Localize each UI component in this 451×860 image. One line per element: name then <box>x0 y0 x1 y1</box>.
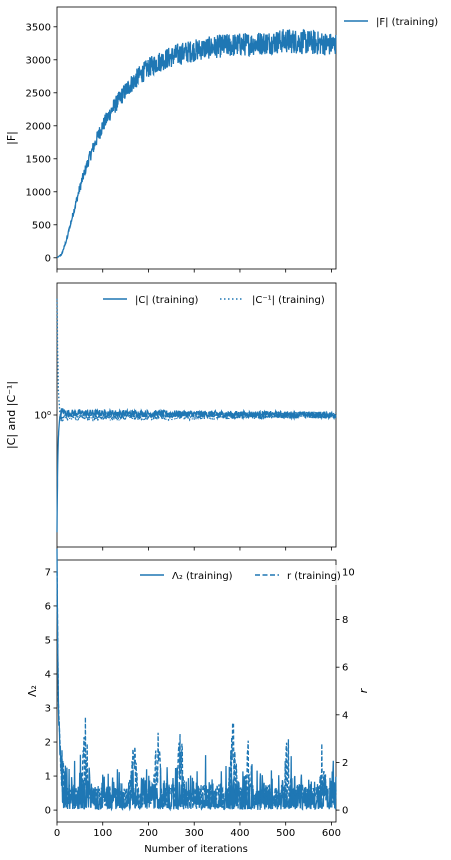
series-force <box>56 28 337 259</box>
y-tick-label: 2500 <box>26 88 51 99</box>
y-axis-label-3: Λ₂ <box>26 685 39 697</box>
x-axis-label: Number of iterations <box>144 844 248 855</box>
y-tick-label: 2000 <box>26 121 51 132</box>
y-tick-label: 2 <box>45 738 51 749</box>
panel-lambda-r: 0 1 2 3 4 5 6 7 0 2 4 6 8 10 0 100 200 300 400 500 600 Λ₂ … <box>26 548 370 855</box>
line-force-training <box>56 28 337 259</box>
y-tick-label: 1500 <box>26 154 51 165</box>
y-tick-label: 10⁰ <box>34 411 51 422</box>
y2-tick-label: 10 <box>342 567 355 578</box>
legend-3: Λ₂ (training) r (training) <box>138 565 342 585</box>
y-tick-label: 3000 <box>26 55 51 66</box>
y2-tick-label: 4 <box>342 710 348 721</box>
legend-label-lambda: Λ₂ (training) <box>172 571 233 582</box>
y-tick-label: 5 <box>45 635 51 646</box>
line-c-inverse-training <box>56 298 337 424</box>
panel-c-magnitude: 10⁰ |C| and |C⁻¹| |C| (training) |C⁻¹| (… <box>5 282 337 551</box>
legend-label-r: r (training) <box>287 571 341 582</box>
panel-force-magnitude: 0 500 1000 1500 2000 2500 3000 3500 |F| |F| (tr… <box>5 6 438 273</box>
legend-background-3 <box>138 565 342 585</box>
y-tick-label: 7 <box>45 567 51 578</box>
x-tick-label: 0 <box>54 828 60 839</box>
y-tick-label: 1000 <box>26 187 51 198</box>
x-tick-label: 300 <box>185 828 204 839</box>
line-r-training <box>56 571 337 810</box>
x-ticks-1 <box>56 269 332 273</box>
y-tick-label: 0 <box>45 806 51 817</box>
y-tick-label: 500 <box>32 220 51 231</box>
y-tick-label: 3 <box>45 704 51 715</box>
y-ticks-2: 10⁰ <box>34 411 57 422</box>
y2-tick-label: 2 <box>342 758 348 769</box>
legend-2: |C| (training) |C⁻¹| (training) <box>103 295 325 306</box>
y-tick-label: 4 <box>45 669 51 680</box>
y-axis-label-1: |F| <box>5 131 18 145</box>
legend-label-c: |C| (training) <box>135 295 199 306</box>
y-tick-label: 1 <box>45 772 51 783</box>
y-ticks-3: 0 1 2 3 4 5 6 7 <box>45 567 57 817</box>
x-tick-label: 600 <box>322 828 341 839</box>
y-tick-label: 3500 <box>26 22 51 33</box>
y-ticks-1: 0 500 1000 1500 2000 2500 3000 3500 <box>26 22 57 264</box>
legend-label-c-inverse: |C⁻¹| (training) <box>252 295 325 306</box>
y-tick-label: 6 <box>45 601 51 612</box>
y2-tick-label: 6 <box>342 663 348 674</box>
x-ticks-2 <box>56 547 332 551</box>
series-c <box>56 298 337 533</box>
x-tick-label: 100 <box>93 828 112 839</box>
legend-1: |F| (training) <box>344 17 438 28</box>
y-axis-label-2: |C| and |C⁻¹| <box>5 381 18 449</box>
y2-axis-label-3: r <box>357 687 370 693</box>
y2-tick-label: 8 <box>342 615 348 626</box>
x-tick-label: 200 <box>139 828 158 839</box>
series-lambda-r <box>56 548 337 812</box>
x-tick-label: 400 <box>230 828 249 839</box>
x-tick-label: 500 <box>276 828 295 839</box>
y2-tick-label: 0 <box>342 806 348 817</box>
x-ticks-3: 0 100 200 300 400 500 600 <box>54 822 341 839</box>
legend-label-force: |F| (training) <box>376 17 438 28</box>
y2-ticks-3: 0 2 4 6 8 10 <box>336 567 355 817</box>
y-tick-label: 0 <box>45 253 51 264</box>
